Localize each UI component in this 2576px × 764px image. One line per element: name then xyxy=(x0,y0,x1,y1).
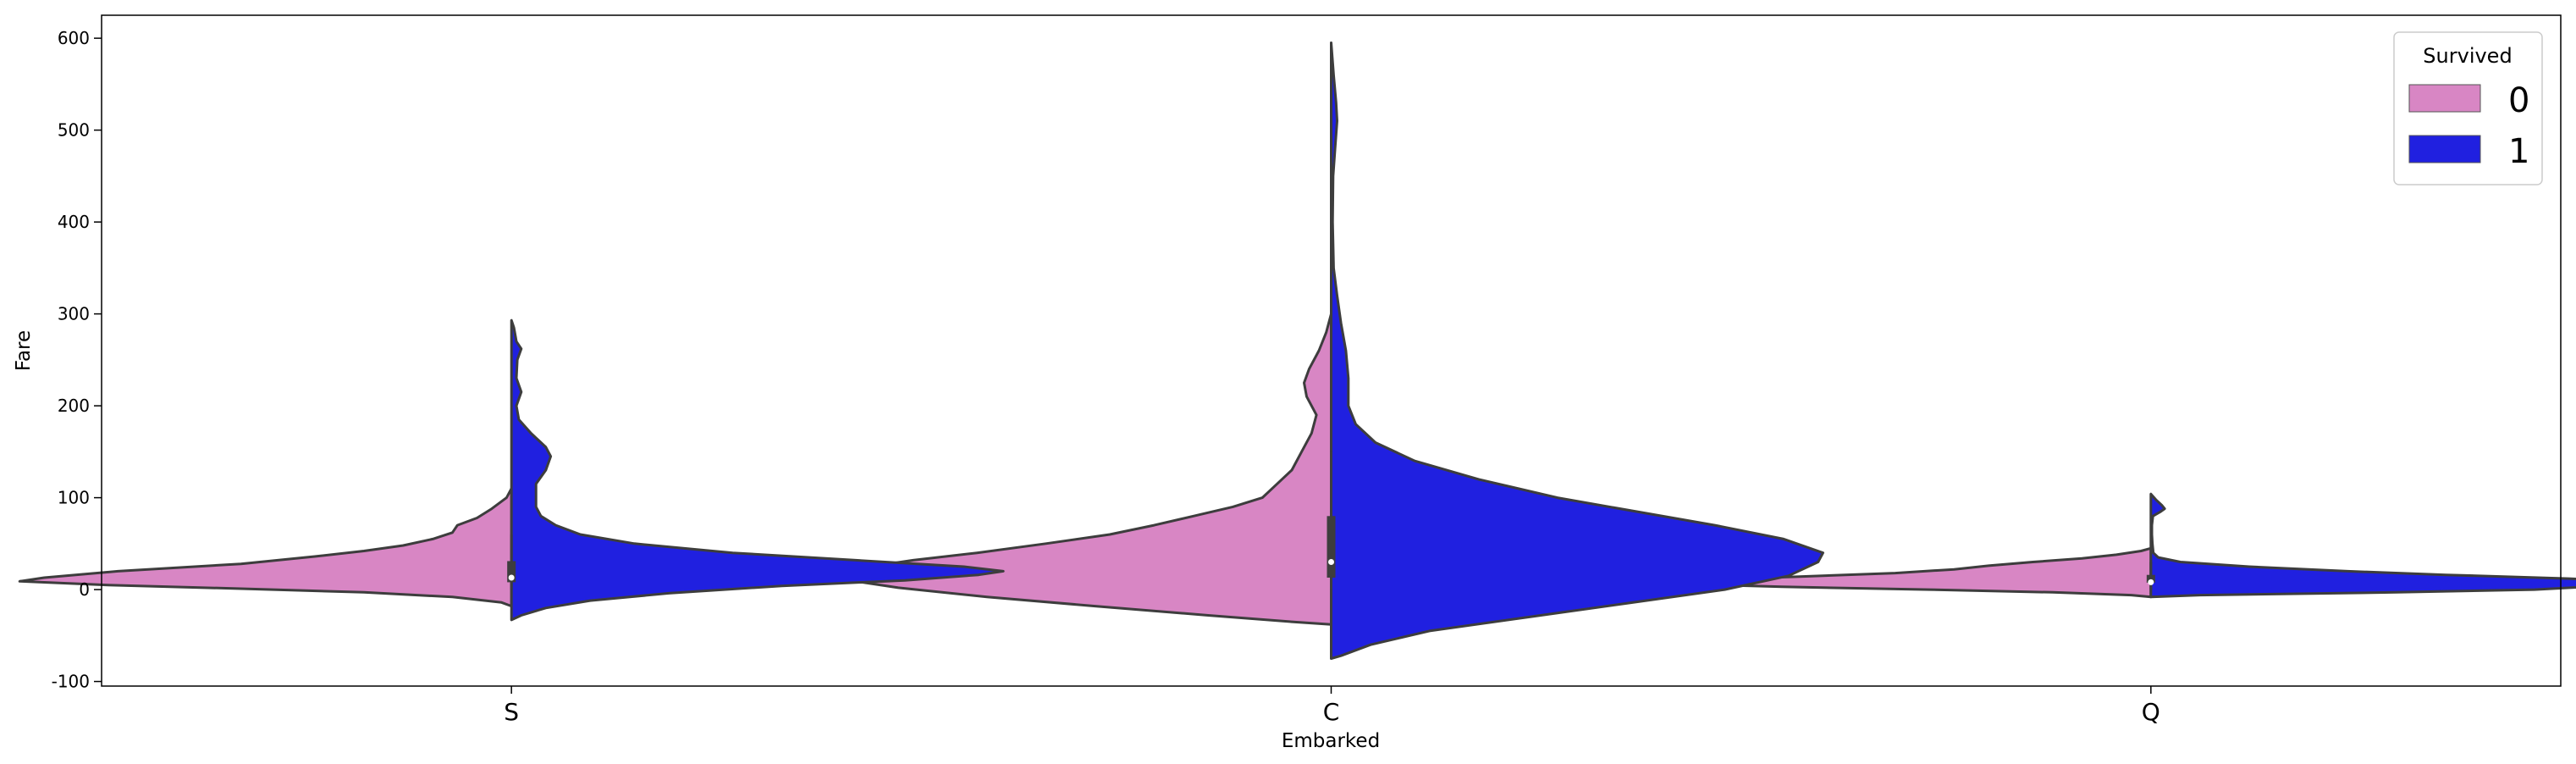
y-axis: -100 0 100 200 300 400 500 600 xyxy=(52,28,102,692)
y-tick-label: 200 xyxy=(58,396,90,416)
box-Q xyxy=(2146,574,2155,583)
y-tick-label: 600 xyxy=(58,28,90,48)
legend-swatch-0 xyxy=(2408,84,2481,113)
y-tick-label: 100 xyxy=(58,488,90,508)
legend-title: Survived xyxy=(2423,44,2512,68)
y-axis-label: Fare xyxy=(13,330,35,371)
violin-Q-survived-0 xyxy=(1658,546,2153,599)
x-axis-label: Embarked xyxy=(1282,730,1380,752)
y-tick-label: -100 xyxy=(52,672,90,692)
y-tick-label: 300 xyxy=(58,304,90,324)
violin-Q-survived-1 xyxy=(2149,492,2576,599)
plot-area xyxy=(18,42,2576,660)
y-tick-label: 500 xyxy=(58,120,90,141)
violin-C-survived-1 xyxy=(1330,42,1824,660)
legend-label-0: 0 xyxy=(2508,81,2529,120)
y-tick-label: 400 xyxy=(58,212,90,232)
violin-S-survived-0 xyxy=(18,487,513,608)
legend-label-1: 1 xyxy=(2508,132,2529,171)
x-tick-label-C: C xyxy=(1323,698,1340,726)
box-C xyxy=(1327,516,1336,578)
median-C xyxy=(1328,559,1334,566)
median-Q xyxy=(2148,579,2154,585)
violin-S-survived-1 xyxy=(510,318,1005,622)
median-S xyxy=(508,574,515,581)
y-tick-label: 0 xyxy=(79,579,90,600)
x-tick-label-Q: Q xyxy=(2142,698,2160,726)
violin-C-survived-0 xyxy=(838,313,1332,626)
box-S xyxy=(507,561,516,583)
legend: Survived 0 1 xyxy=(2393,31,2543,185)
x-tick-label-S: S xyxy=(504,698,519,726)
legend-swatch-1 xyxy=(2408,135,2481,163)
